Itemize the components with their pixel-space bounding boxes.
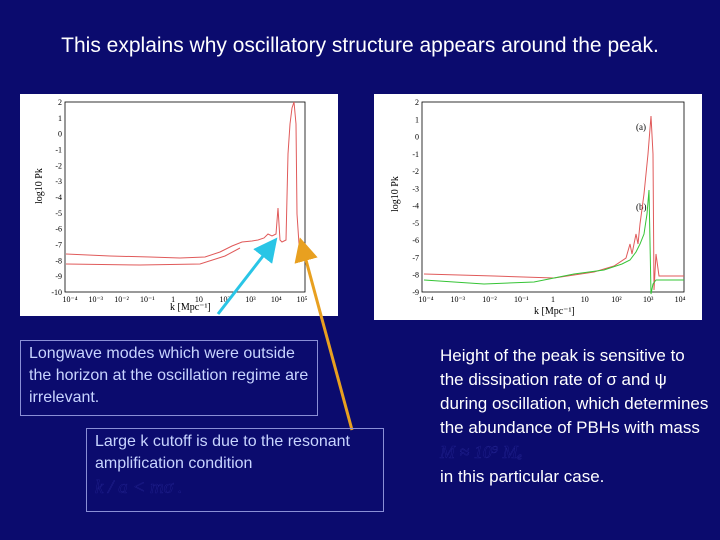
right-xlabel: k [Mpc⁻¹] [534,306,575,317]
right-y-tick-7: -5 [412,219,419,228]
right-x-tick-4: 1 [551,295,555,304]
orange-arrow [294,237,354,431]
left-x-tick-5: 10 [195,295,203,304]
right-y-tick-5: -3 [412,184,419,193]
left-x-tick-2: 10⁻² [114,295,129,304]
slide-title: This explains why oscillatory structure … [61,34,659,57]
left-x-tick-1: 10⁻³ [88,295,103,304]
left-spectrum-line [65,101,305,259]
left-y-tick-12: -10 [51,288,62,297]
right-plot-frame [421,101,685,293]
left-spectrum-line-lower [65,247,241,266]
cutoff-callout: Large k cutoff is due to the resonant am… [86,428,384,512]
left-x-tick-7: 10³ [245,295,256,304]
left-y-tick-1: 1 [58,114,62,123]
label-a: (a) [636,122,646,132]
left-plot-frame [64,101,306,293]
left-y-tick-0: 2 [58,98,62,107]
right-x-tick-7: 10³ [643,295,654,304]
left-y-tick-10: -8 [55,256,62,265]
right-x-tick-2: 10⁻² [482,295,497,304]
left-y-tick-5: -3 [55,177,62,186]
right-x-tick-1: 10⁻³ [450,295,465,304]
cyan-arrow [216,237,278,315]
left-xlabel: k [Mpc⁻¹] [170,302,211,313]
right-x-tick-8: 10⁴ [675,295,686,304]
label-b: (b) [636,202,647,212]
left-y-tick-6: -4 [55,193,62,202]
right-y-tick-10: -8 [412,271,419,280]
left-x-tick-8: 10⁴ [271,295,282,304]
right-plot: 2 1 0 -1 -2 -3 -4 -5 -6 -7 -8 -9 10⁻⁴ 10⁻³ 10⁻² 10⁻¹ 1 1… [374,94,702,320]
right-x-tick-5: 10 [581,295,589,304]
left-y-tick-2: 0 [58,130,62,139]
left-x-tick-6: 10² [219,295,230,304]
left-plot: 2 1 0 -1 -2 -3 -4 -5 -6 -7 -8 -9 -10 10⁻⁴ 10⁻³ 10⁻² 10⁻… [20,94,338,316]
longwave-callout: Longwave modes which were outside the ho… [20,340,318,416]
left-x-tick-3: 10⁻¹ [140,295,155,304]
left-ylabel: log10 Pk [34,168,45,204]
right-y-tick-3: -1 [412,150,419,159]
mass-formula: M ≈ 10⁹ Mₑ [440,442,523,462]
cutoff-text: Large k cutoff is due to the resonant am… [95,433,350,472]
longwave-text: Longwave modes which were outside the ho… [29,345,309,406]
right-y-tick-1: 1 [415,115,419,124]
left-y-tick-3: -1 [55,146,62,155]
series-b-line [423,189,684,295]
left-y-tick-7: -5 [55,209,62,218]
right-y-tick-2: 0 [415,133,419,142]
left-x-tick-9: 10⁵ [297,295,308,304]
left-x-tick-0: 10⁻⁴ [62,295,77,304]
right-y-tick-0: 2 [415,98,419,107]
left-y-tick-4: -2 [55,161,62,170]
right-y-tick-6: -4 [412,202,419,211]
note-text: Height of the peak is sensitive to the d… [440,346,709,437]
note-suffix: in this particular case. [440,467,605,486]
peak-height-note: Height of the peak is sensitive to the d… [440,344,710,489]
right-y-tick-8: -6 [412,236,419,245]
left-y-tick-8: -6 [55,225,62,234]
left-y-tick-11: -9 [55,272,62,281]
left-x-tick-4: 1 [171,295,175,304]
right-y-tick-4: -2 [412,167,419,176]
right-x-tick-3: 10⁻¹ [514,295,529,304]
right-y-tick-9: -7 [412,253,419,262]
right-x-tick-6: 10² [611,295,622,304]
series-a-line [423,115,684,291]
right-x-tick-0: 10⁻⁴ [418,295,433,304]
right-ylabel: log10 Pk [390,176,401,212]
left-y-tick-9: -7 [55,241,62,250]
right-y-tick-11: -9 [412,288,419,297]
cutoff-formula: k / a < mσ . [95,477,183,498]
